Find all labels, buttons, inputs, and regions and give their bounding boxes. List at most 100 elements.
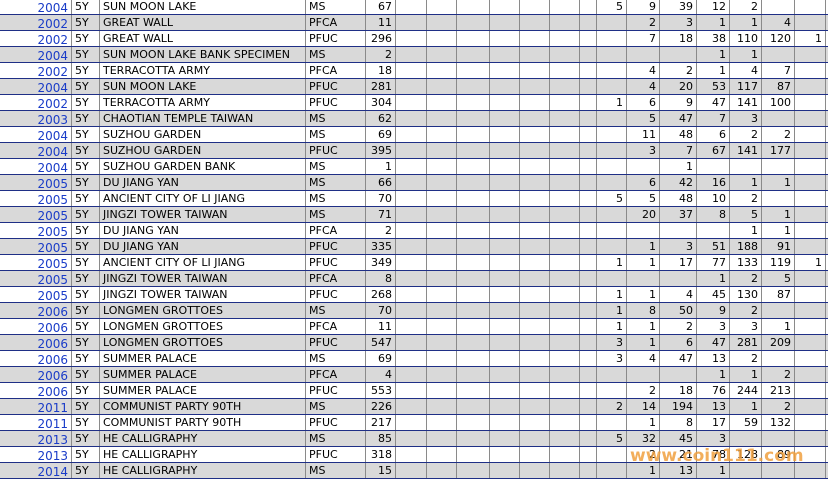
count-cell xyxy=(795,287,826,302)
name-cell: DU JIANG YAN xyxy=(100,175,306,190)
empty-cell xyxy=(550,63,580,78)
empty-cell xyxy=(520,383,550,398)
name-cell: LONGMEN GROTTOES xyxy=(100,319,306,334)
type-cell: PFUC xyxy=(306,447,366,462)
count-cell: 5 xyxy=(597,0,627,14)
count-cell: 8 xyxy=(660,415,697,430)
type-cell: PFUC xyxy=(306,335,366,350)
empty-cell xyxy=(490,447,520,462)
count-cell: 2 xyxy=(762,399,795,414)
name-cell: GREAT WALL xyxy=(100,31,306,46)
count-cell: 2 xyxy=(730,0,762,14)
count-cell xyxy=(597,415,627,430)
empty-cell xyxy=(580,447,597,462)
count-cell: 3 xyxy=(697,431,730,446)
total-cell: 2 xyxy=(366,223,396,238)
empty-cell xyxy=(396,111,427,126)
empty-cell xyxy=(520,303,550,318)
table-row: 2006 5Y LONGMEN GROTTOES PFCA 11 1 1 2 3 3 1 xyxy=(0,319,828,335)
empty-cell xyxy=(396,31,427,46)
empty-cell xyxy=(490,47,520,62)
count-cell: 119 xyxy=(762,255,795,270)
empty-cell xyxy=(580,367,597,382)
name-cell: SUMMER PALACE xyxy=(100,383,306,398)
count-cell: 1 xyxy=(730,15,762,30)
empty-cell xyxy=(580,287,597,302)
count-cell: 194 xyxy=(660,399,697,414)
term-cell: 5Y xyxy=(72,143,100,158)
name-cell: SUN MOON LAKE xyxy=(100,79,306,94)
total-cell: 4 xyxy=(366,367,396,382)
empty-cell xyxy=(457,383,490,398)
empty-cell xyxy=(520,255,550,270)
empty-cell xyxy=(550,447,580,462)
count-cell: 5 xyxy=(627,191,660,206)
empty-cell xyxy=(457,63,490,78)
year-cell: 2004 xyxy=(0,159,72,174)
empty-cell xyxy=(457,431,490,446)
count-cell: 5 xyxy=(762,271,795,286)
name-cell: SUMMER PALACE xyxy=(100,351,306,366)
empty-cell xyxy=(580,415,597,430)
empty-cell xyxy=(490,159,520,174)
count-cell: 1 xyxy=(730,367,762,382)
empty-cell xyxy=(550,143,580,158)
table-row: 2013 5Y HE CALLIGRAPHY PFUC 318 2 21 78 128 89 xyxy=(0,447,828,463)
empty-cell xyxy=(520,63,550,78)
empty-cell xyxy=(427,463,457,478)
count-cell xyxy=(660,367,697,382)
empty-cell xyxy=(427,399,457,414)
type-cell: MS xyxy=(306,207,366,222)
empty-cell xyxy=(396,207,427,222)
count-cell: 20 xyxy=(627,207,660,222)
count-cell: 89 xyxy=(762,447,795,462)
empty-cell xyxy=(550,191,580,206)
count-cell xyxy=(795,447,826,462)
empty-cell xyxy=(427,95,457,110)
empty-cell xyxy=(490,127,520,142)
empty-cell xyxy=(427,15,457,30)
year-cell: 2006 xyxy=(0,367,72,382)
empty-cell xyxy=(427,175,457,190)
total-cell: 395 xyxy=(366,143,396,158)
count-cell: 14 xyxy=(627,399,660,414)
table-row: 2002 5Y TERRACOTTA ARMY PFUC 304 1 6 9 47 141 100 xyxy=(0,95,828,111)
table-row: 2005 5Y ANCIENT CITY OF LI JIANG MS 70 5 5 48 10… xyxy=(0,191,828,207)
count-cell: 120 xyxy=(762,31,795,46)
count-cell: 1 xyxy=(730,175,762,190)
table-row: 2004 5Y SUZHOU GARDEN MS 69 11 48 6 2 2 xyxy=(0,127,828,143)
count-cell: 1 xyxy=(762,319,795,334)
total-cell: 226 xyxy=(366,399,396,414)
year-cell: 2005 xyxy=(0,239,72,254)
count-cell: 6 xyxy=(627,95,660,110)
term-cell: 5Y xyxy=(72,223,100,238)
total-cell: 69 xyxy=(366,127,396,142)
empty-cell xyxy=(457,47,490,62)
empty-cell xyxy=(520,319,550,334)
total-cell: 70 xyxy=(366,191,396,206)
count-cell: 87 xyxy=(762,287,795,302)
type-cell: MS xyxy=(306,127,366,142)
term-cell: 5Y xyxy=(72,271,100,286)
empty-cell xyxy=(550,95,580,110)
count-cell xyxy=(762,191,795,206)
count-cell: 17 xyxy=(697,415,730,430)
type-cell: MS xyxy=(306,351,366,366)
count-cell: 2 xyxy=(627,383,660,398)
empty-cell xyxy=(490,143,520,158)
count-cell xyxy=(697,223,730,238)
count-cell xyxy=(660,47,697,62)
count-cell: 8 xyxy=(627,303,660,318)
type-cell: PFUC xyxy=(306,415,366,430)
total-cell: 547 xyxy=(366,335,396,350)
year-cell: 2002 xyxy=(0,15,72,30)
count-cell: 1 xyxy=(627,319,660,334)
empty-cell xyxy=(396,463,427,478)
year-cell: 2006 xyxy=(0,319,72,334)
empty-cell xyxy=(520,127,550,142)
empty-cell xyxy=(550,303,580,318)
empty-cell xyxy=(580,175,597,190)
year-cell: 2002 xyxy=(0,63,72,78)
empty-cell xyxy=(580,399,597,414)
empty-cell xyxy=(550,399,580,414)
